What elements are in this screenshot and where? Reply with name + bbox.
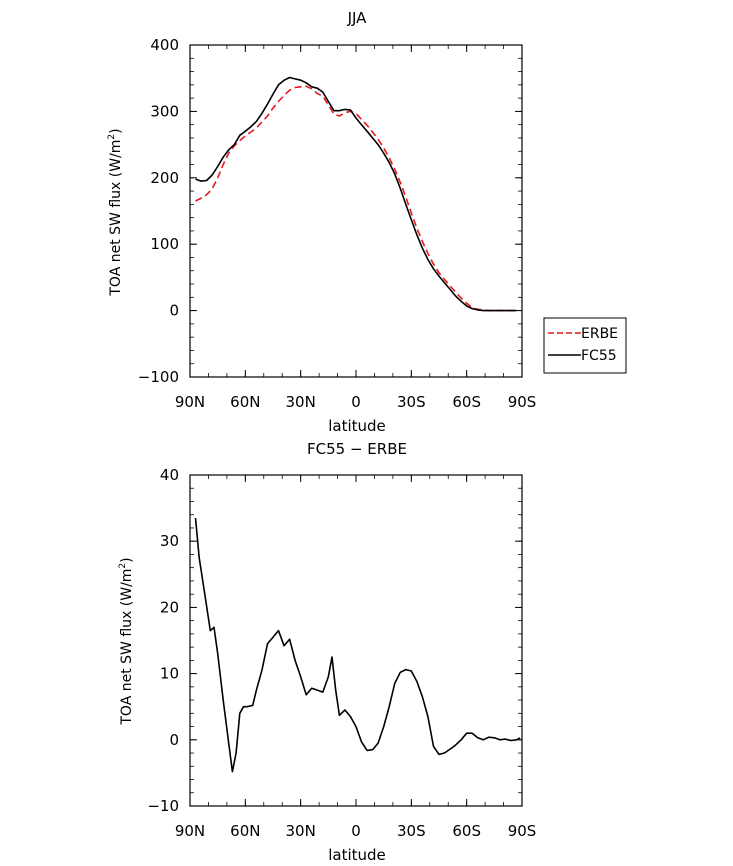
legend-erbe-label: ERBE — [581, 326, 618, 342]
top-x-tick-label: 90N — [175, 393, 205, 411]
top-x-tick-label: 90S — [508, 393, 537, 411]
top-x-tick-label: 0 — [351, 393, 361, 411]
top-x-tick-label: 60N — [230, 393, 260, 411]
bottom-y-tick-label: 10 — [160, 665, 179, 683]
bottom-y-tick-label: 0 — [169, 731, 179, 749]
difference-line — [194, 517, 521, 773]
bottom-y-tick-label: 40 — [160, 466, 179, 484]
top-x-tick-label: 30S — [397, 393, 426, 411]
top-y-axis-label-text: TOA net SW flux (W/m — [108, 140, 124, 297]
fc55-line — [195, 76, 517, 312]
bottom-x-tick-label: 90S — [508, 822, 537, 840]
bottom-y-tick-label: 20 — [160, 598, 179, 616]
bottom-x-axis-label: latitude — [328, 846, 386, 864]
top-x-axis-label: latitude — [328, 417, 386, 435]
bottom-y-axis-label-sup: 2 — [118, 563, 128, 569]
top-plot-frame — [189, 44, 523, 378]
bottom-title: FC55 − ERBE — [307, 440, 407, 458]
top-title: JJA — [347, 9, 368, 27]
bottom-ticks: 40 30 20 10 0 −10 90N 60N 30N 0 30S 60S 90S — [147, 466, 536, 840]
top-panel: JJA 400 300 200 100 0 −100 90N 60N 30N 0 30S 60S 90S… — [107, 9, 627, 435]
top-y-axis-label-end: ) — [108, 128, 124, 133]
top-y-tick-label: 100 — [150, 235, 179, 253]
top-y-tick-label: 400 — [150, 36, 179, 54]
bottom-x-tick-label: 0 — [351, 822, 361, 840]
bottom-x-tick-label: 30S — [397, 822, 426, 840]
top-ticks: 400 300 200 100 0 −100 90N 60N 30N 0 30S 60S 90S — [138, 36, 537, 411]
bottom-x-tick-label: 60S — [452, 822, 481, 840]
legend: ERBE FC55 — [543, 317, 627, 374]
bottom-series-lines — [194, 517, 521, 773]
bottom-x-tick-label: 90N — [175, 822, 205, 840]
top-y-axis-label-sup: 2 — [107, 134, 117, 140]
top-series-lines — [195, 76, 517, 312]
bottom-x-tick-label: 60N — [230, 822, 260, 840]
bottom-panel: FC55 − ERBE 40 30 20 10 0 −10 90N 60N 30N 0 30S 60S… — [118, 440, 536, 864]
bottom-y-tick-label: −10 — [147, 797, 179, 815]
top-y-tick-label: 300 — [150, 102, 179, 120]
legend-box — [543, 317, 627, 374]
top-y-axis-label: TOA net SW flux (W/m2) — [107, 128, 124, 296]
erbe-line — [195, 85, 517, 312]
bottom-y-tick-label: 30 — [160, 532, 179, 550]
bottom-y-axis-label-text: TOA net SW flux (W/m — [119, 569, 135, 726]
bottom-y-axis-label-end: ) — [119, 557, 135, 562]
top-y-tick-label: 0 — [169, 302, 179, 320]
bottom-y-axis-label: TOA net SW flux (W/m2) — [118, 557, 135, 725]
top-y-tick-label: 200 — [150, 169, 179, 187]
bottom-x-tick-label: 30N — [286, 822, 316, 840]
top-x-tick-label: 30N — [286, 393, 316, 411]
legend-fc55-label: FC55 — [581, 348, 617, 364]
top-x-tick-label: 60S — [452, 393, 481, 411]
top-y-tick-label: −100 — [138, 368, 179, 386]
bottom-plot-frame — [189, 474, 523, 807]
